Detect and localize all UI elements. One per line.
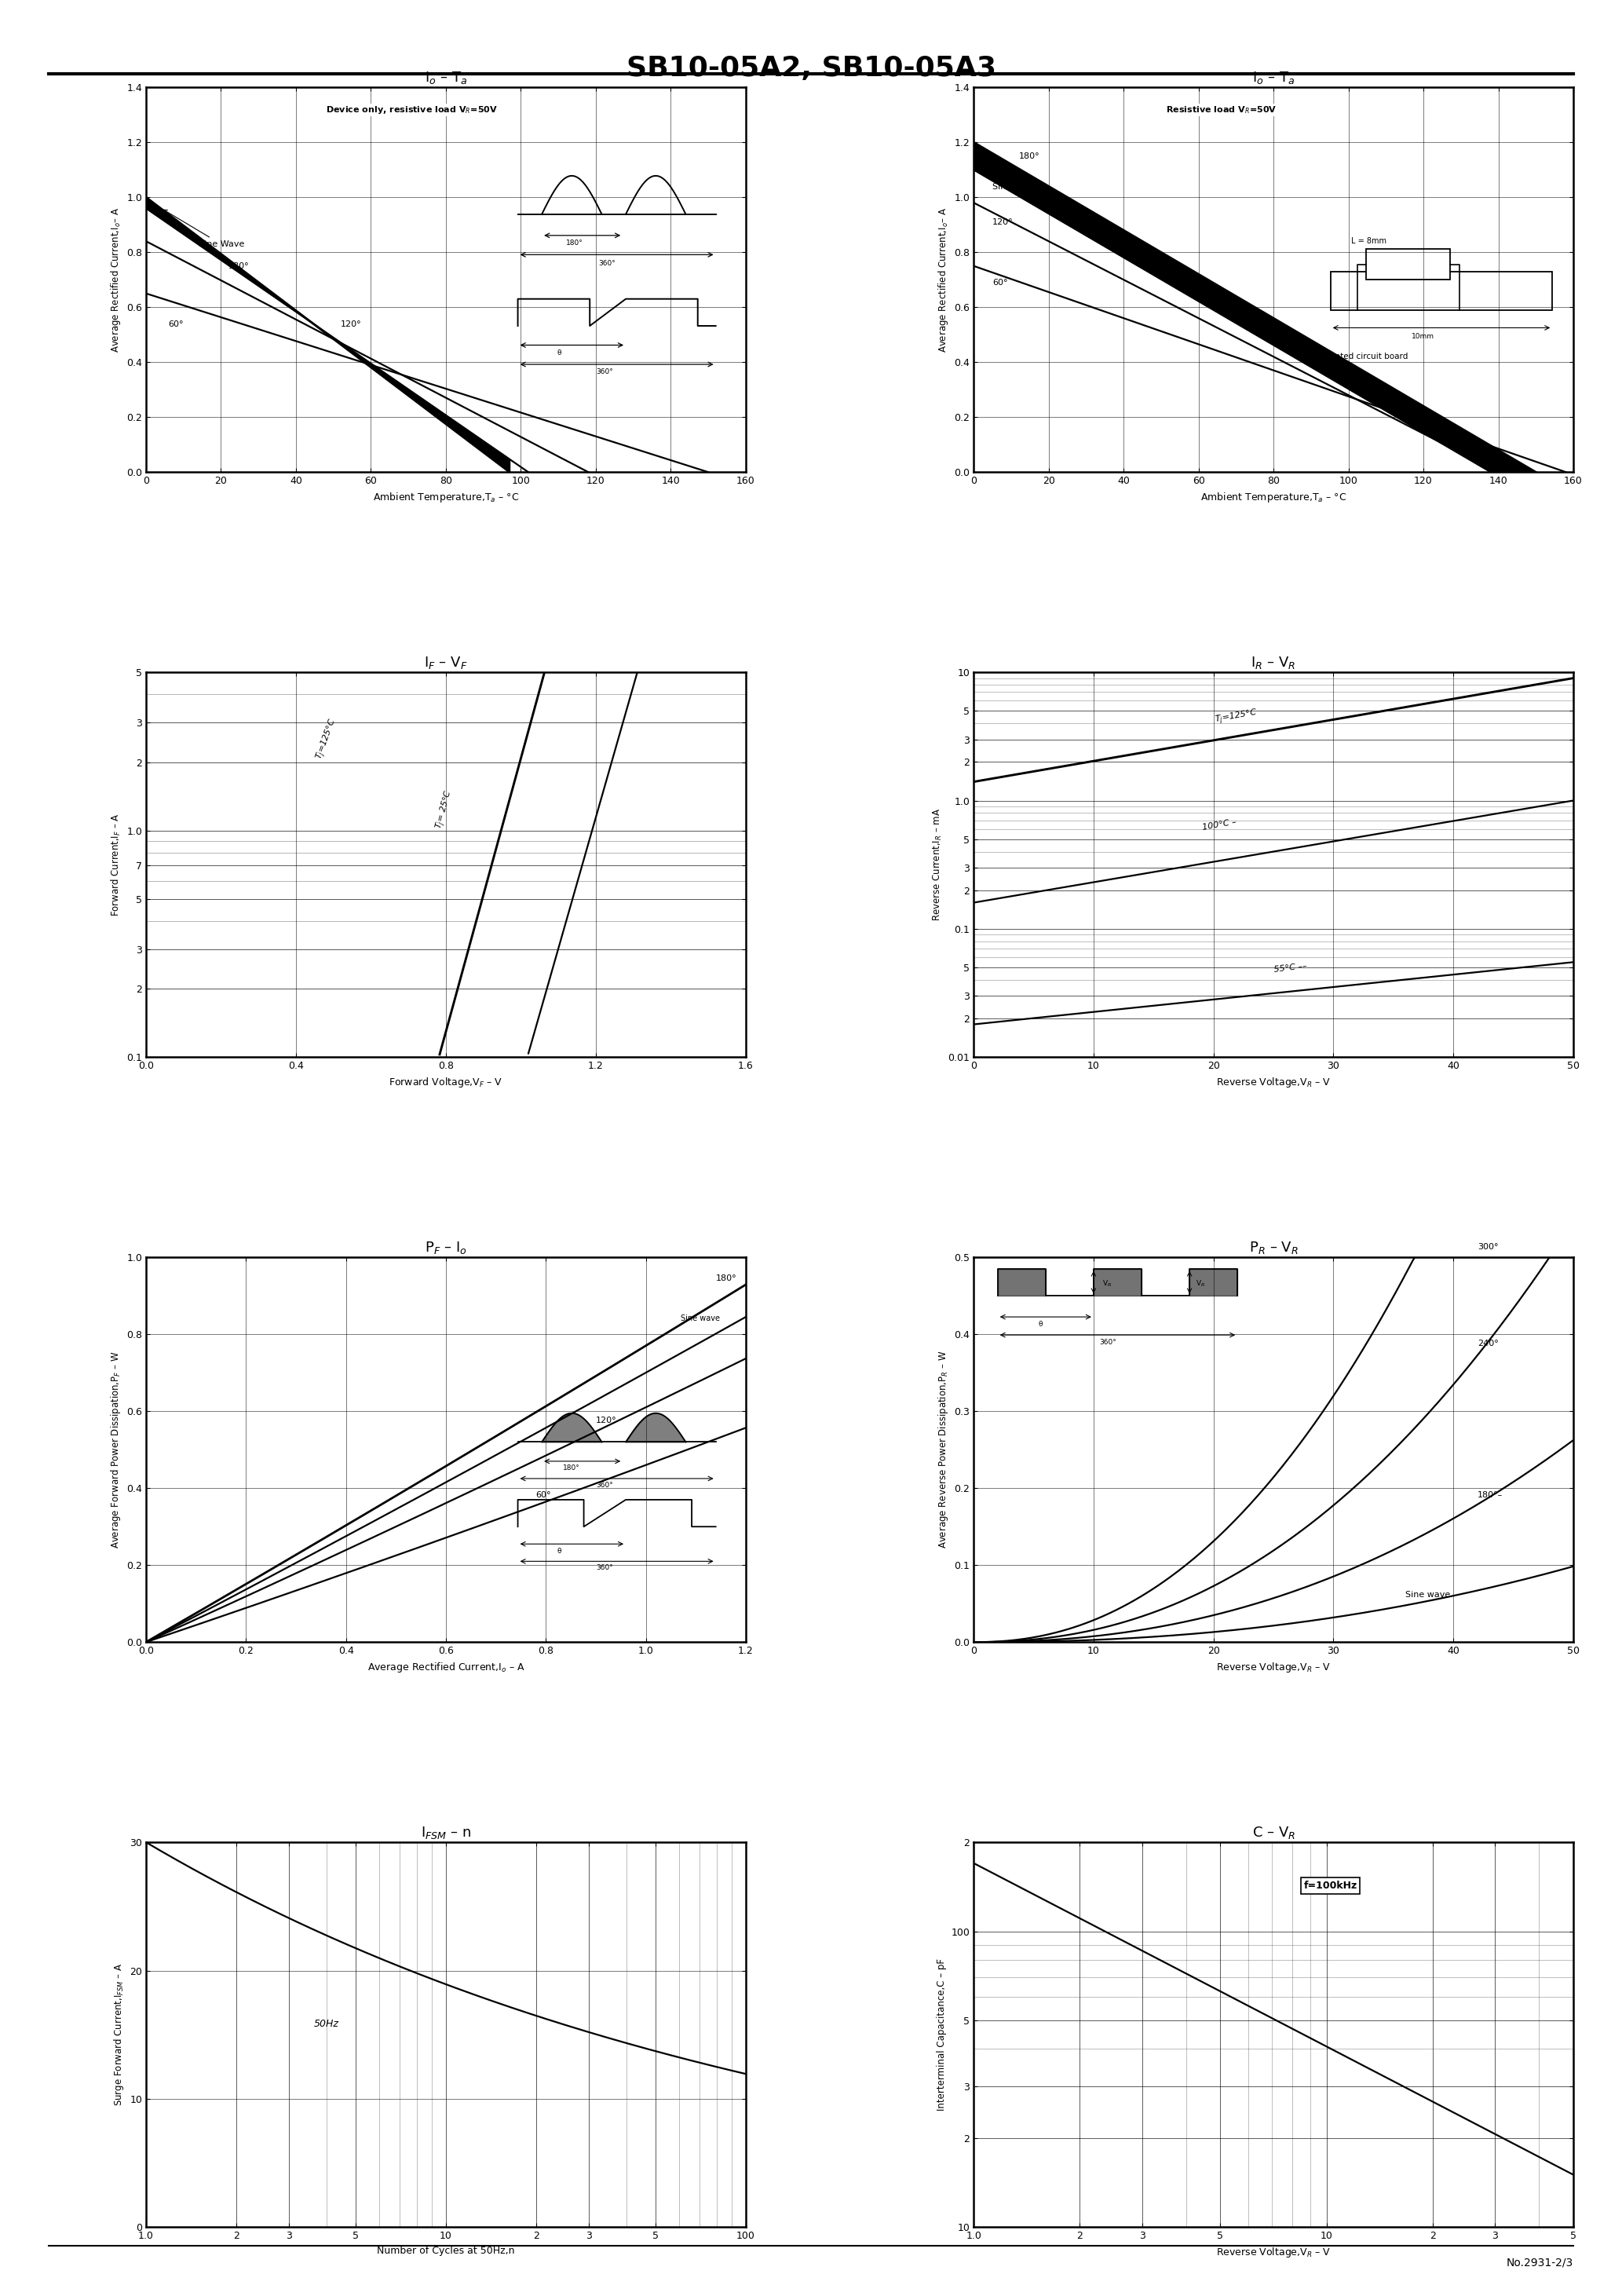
X-axis label: Reverse Voltage,V$_R$ – V: Reverse Voltage,V$_R$ – V <box>1216 1075 1332 1088</box>
Text: T$_j$=125°C: T$_j$=125°C <box>315 716 341 762</box>
X-axis label: Ambient Temperature,T$_a$ – °C: Ambient Temperature,T$_a$ – °C <box>373 491 519 503</box>
Text: Resistive load V$_R$=50V: Resistive load V$_R$=50V <box>1166 103 1277 115</box>
Text: 50Hz: 50Hz <box>315 2018 339 2030</box>
X-axis label: Ambient Temperature,T$_a$ – °C: Ambient Temperature,T$_a$ – °C <box>1200 491 1346 503</box>
Y-axis label: Forward Current,I$_F$ – A: Forward Current,I$_F$ – A <box>110 813 122 916</box>
Text: Sine Wave: Sine Wave <box>164 209 245 248</box>
Text: 180°: 180° <box>563 1465 581 1472</box>
Text: 120°: 120° <box>993 218 1014 227</box>
Text: 55°C ––: 55°C –– <box>1273 962 1307 974</box>
Text: θ: θ <box>556 1548 561 1554</box>
Title: I$_o$ – T$_a$: I$_o$ – T$_a$ <box>1252 69 1294 85</box>
Text: 100°C –: 100°C – <box>1202 817 1238 831</box>
Y-axis label: Average Rectified Current,I$_o$– A: Average Rectified Current,I$_o$– A <box>109 207 122 351</box>
Title: I$_{FSM}$ – n: I$_{FSM}$ – n <box>420 1825 470 1841</box>
Title: I$_o$ – T$_a$: I$_o$ – T$_a$ <box>425 69 467 85</box>
Y-axis label: Reverse Current,I$_R$ – mA: Reverse Current,I$_R$ – mA <box>931 808 944 921</box>
X-axis label: Reverse Voltage,V$_R$ – V: Reverse Voltage,V$_R$ – V <box>1216 2245 1332 2259</box>
Polygon shape <box>1093 1270 1142 1295</box>
Text: 120°: 120° <box>595 1417 616 1424</box>
Text: 10mm: 10mm <box>1411 333 1434 340</box>
Y-axis label: Average Forward Power Dissipation,P$_F$ – W: Average Forward Power Dissipation,P$_F$ … <box>109 1350 122 1548</box>
Y-axis label: Average Reverse Power Dissipation,P$_R$ – W: Average Reverse Power Dissipation,P$_R$ … <box>936 1350 950 1550</box>
Title: I$_F$ – V$_F$: I$_F$ – V$_F$ <box>423 654 467 670</box>
Text: SB10-05A2, SB10-05A3: SB10-05A2, SB10-05A3 <box>626 55 996 83</box>
Text: 360°: 360° <box>595 367 613 377</box>
Text: Sine wave: Sine wave <box>993 184 1038 191</box>
Title: I$_R$ – V$_R$: I$_R$ – V$_R$ <box>1251 654 1296 670</box>
Text: 300°: 300° <box>1478 1242 1499 1251</box>
Polygon shape <box>998 1270 1046 1295</box>
Text: 180°: 180° <box>1019 152 1040 161</box>
Text: f=100kHz: f=100kHz <box>1304 1880 1358 1892</box>
Text: 360°: 360° <box>595 1481 613 1490</box>
X-axis label: Number of Cycles at 50Hz,n: Number of Cycles at 50Hz,n <box>376 2245 514 2255</box>
Text: 360°: 360° <box>1100 1339 1116 1345</box>
Text: No.2931-2/3: No.2931-2/3 <box>1507 2257 1573 2268</box>
Text: θ: θ <box>556 349 561 356</box>
Text: 240°: 240° <box>1478 1339 1499 1348</box>
Text: θ: θ <box>1038 1320 1043 1327</box>
Bar <box>1330 271 1552 310</box>
Text: V$_R$: V$_R$ <box>1103 1279 1113 1288</box>
Text: Sine wave: Sine wave <box>681 1316 720 1322</box>
X-axis label: Reverse Voltage,V$_R$ – V: Reverse Voltage,V$_R$ – V <box>1216 1660 1332 1674</box>
Y-axis label: Surge Forward Current,I$_{FSM}$ – A: Surge Forward Current,I$_{FSM}$ – A <box>112 1963 125 2105</box>
Y-axis label: Interterminal Capacitance,C – pF: Interterminal Capacitance,C – pF <box>936 1958 947 2110</box>
Text: Device only, resistive load V$_R$=50V: Device only, resistive load V$_R$=50V <box>326 103 498 115</box>
Text: Printed circuit board: Printed circuit board <box>1325 351 1408 360</box>
Text: 60°: 60° <box>535 1490 551 1499</box>
Text: 120°: 120° <box>341 319 362 328</box>
Text: 60°: 60° <box>169 319 183 328</box>
Text: 180°–: 180°– <box>1478 1490 1502 1499</box>
Text: 180°: 180° <box>715 1274 736 1283</box>
Title: C – V$_R$: C – V$_R$ <box>1252 1825 1294 1841</box>
Text: L = 8mm: L = 8mm <box>1351 236 1387 246</box>
Text: 180°: 180° <box>229 262 250 271</box>
Title: P$_R$ – V$_R$: P$_R$ – V$_R$ <box>1249 1240 1298 1256</box>
Bar <box>1366 248 1450 280</box>
Y-axis label: Average Rectified Current,I$_o$– A: Average Rectified Current,I$_o$– A <box>936 207 950 351</box>
Text: V$_R$: V$_R$ <box>1195 1279 1205 1288</box>
Text: 60°: 60° <box>993 278 1007 287</box>
X-axis label: Average Rectified Current,I$_o$ – A: Average Rectified Current,I$_o$ – A <box>367 1660 524 1674</box>
Title: P$_F$ – I$_o$: P$_F$ – I$_o$ <box>425 1240 467 1256</box>
X-axis label: Forward Voltage,V$_F$ – V: Forward Voltage,V$_F$ – V <box>389 1075 503 1088</box>
Text: 360°: 360° <box>599 259 616 266</box>
Text: T$_j$=125°C: T$_j$=125°C <box>1213 707 1259 728</box>
Text: 180°: 180° <box>566 239 582 246</box>
Text: Sine wave: Sine wave <box>1405 1591 1450 1598</box>
Text: 360°: 360° <box>595 1564 613 1570</box>
Polygon shape <box>1189 1270 1238 1295</box>
Text: T$_j$= 25°C: T$_j$= 25°C <box>433 788 457 831</box>
